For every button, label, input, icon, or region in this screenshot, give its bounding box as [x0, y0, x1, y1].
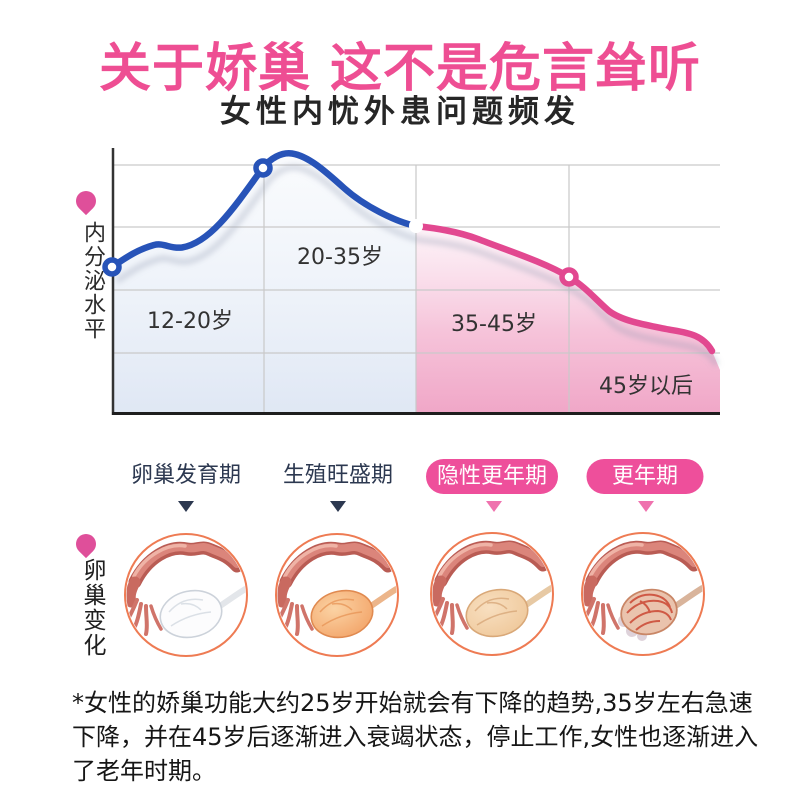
age-band-label-2: 20-35岁 [297, 245, 383, 270]
endocrine-level-chart [102, 148, 720, 415]
ovary-illustration-peak [275, 533, 399, 657]
footnote: *女性的娇巢功能大约25岁开始就会有下降的趋势,35岁左右急速 下降，并在45岁… [72, 686, 759, 788]
page-subtitle: 女性内忧外患问题频发 [220, 94, 580, 130]
stage-badge-hidden-menopause: 隐性更年期 [426, 459, 558, 494]
age-band-label-1: 12-20岁 [147, 309, 233, 334]
footnote-line: *女性的娇巢功能大约25岁开始就会有下降的趋势,35岁左右急速 [72, 689, 753, 717]
y-axis-label: 内分泌水平 [80, 221, 105, 341]
ovary-illustration-declining [430, 532, 554, 656]
ovary-shape [159, 589, 223, 639]
wrinkle-lines [626, 593, 673, 631]
pink-area-fill [416, 226, 720, 415]
triangle-down-icon [486, 501, 502, 512]
curve-shadow [115, 164, 720, 367]
grid [112, 164, 720, 413]
ovary-illustration-atrophied [581, 532, 705, 656]
curve-pink-declining [412, 222, 716, 355]
ovary-illustration-developing [124, 533, 248, 657]
triangle-down-icon [178, 501, 194, 512]
age-band-label-4: 45岁以后 [599, 374, 693, 399]
ovary-shape [310, 589, 374, 639]
stage-label-development: 卵巢发育期 [130, 463, 242, 488]
triangle-down-icon [330, 501, 346, 512]
footnote-line: 了老年时期。 [72, 757, 216, 785]
ovary-shape [465, 588, 529, 638]
ovary-section-label: 卵巢变化 [79, 558, 105, 658]
teardrop-icon [71, 529, 101, 559]
footnote-line: 下降，并在45岁后逐渐进入衰竭状态，停止工作,女性也逐渐进入 [72, 723, 759, 751]
page-title: 关于娇巢 这不是危言耸听 [98, 39, 702, 99]
data-point-markers [102, 158, 579, 287]
fallopian-tube [126, 541, 244, 636]
stage-badge-menopause: 更年期 [586, 459, 704, 494]
age-band-label-3: 35-45岁 [451, 312, 537, 337]
teardrop-icon [71, 186, 101, 216]
stage-label-reproductive: 生殖旺盛期 [282, 463, 394, 488]
triangle-down-icon [638, 501, 654, 512]
